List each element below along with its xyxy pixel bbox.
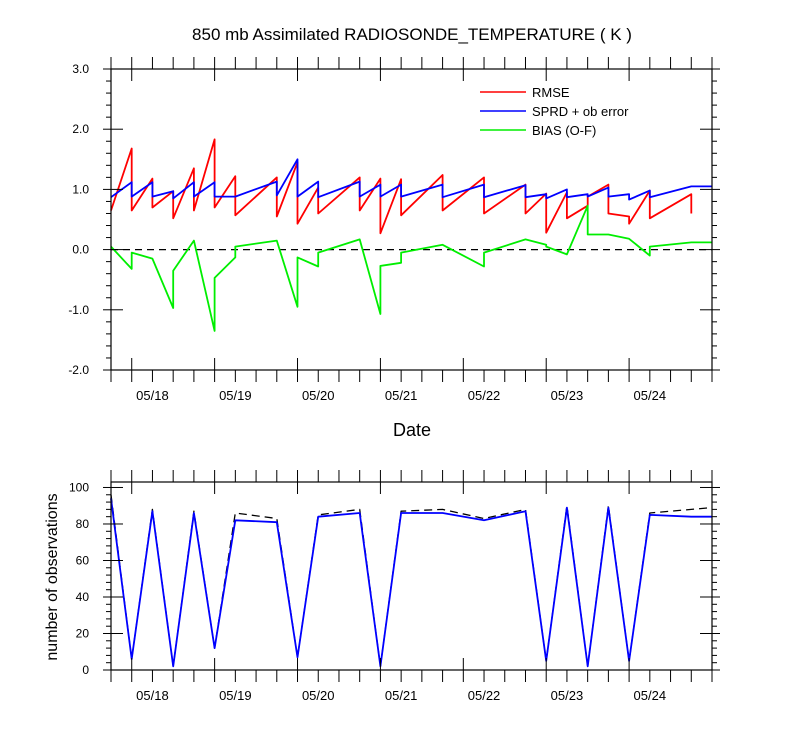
bottom-chart-series-assimilated-observations bbox=[110, 498, 712, 668]
legend: RMSE SPRD + ob error BIAS (O-F) bbox=[480, 85, 629, 138]
bottom-chart-x-tick-label: 05/18 bbox=[136, 688, 169, 703]
top-chart-y-tick-label: -1.0 bbox=[68, 303, 89, 317]
bottom-chart-frame bbox=[110, 481, 713, 671]
bottom-chart-x-tick-label: 05/22 bbox=[468, 688, 501, 703]
top-chart-series-bias-o-f bbox=[110, 204, 712, 332]
bottom-chart-x-tick-labels: 05/18 05/19 05/20 05/21 05/22 05/23 05/24 bbox=[136, 688, 666, 703]
top-chart-y-tick-label: 2.0 bbox=[72, 122, 89, 136]
bottom-chart-x-tick-label: 05/23 bbox=[551, 688, 584, 703]
top-chart-y-tick-label: 3.0 bbox=[72, 62, 89, 76]
bottom-chart-series-group bbox=[110, 494, 713, 668]
top-chart-y-tick-label: 1.0 bbox=[72, 182, 89, 196]
bottom-chart-x-tick-label: 05/21 bbox=[385, 688, 418, 703]
bottom-chart-y-tick-label: 60 bbox=[76, 553, 90, 567]
top-chart-y-tick-label: -2.0 bbox=[68, 363, 89, 377]
top-chart-x-tick-label: 05/24 bbox=[634, 388, 667, 403]
top-chart-series-group bbox=[110, 138, 712, 332]
top-chart-ticks-group bbox=[103, 57, 720, 382]
bottom-chart-y-tick-label: 100 bbox=[69, 480, 89, 494]
bottom-chart-y-tick-label: 0 bbox=[82, 663, 89, 677]
top-chart-x-tick-label: 05/18 bbox=[136, 388, 169, 403]
bottom-chart-y-tick-labels: 0 20 40 60 80 100 bbox=[69, 480, 89, 677]
top-chart-x-tick-label: 05/20 bbox=[302, 388, 335, 403]
bottom-chart-x-tick-label: 05/24 bbox=[634, 688, 667, 703]
top-chart-x-tick-label: 05/23 bbox=[551, 388, 584, 403]
bottom-chart-ticks-group bbox=[103, 470, 720, 682]
top-chart-frame bbox=[110, 68, 713, 371]
top-chart-series-sprd-ob-error bbox=[110, 158, 712, 201]
bottom-chart-x-tick-label: 05/19 bbox=[219, 688, 252, 703]
top-chart-y-tick-label: 0.0 bbox=[72, 243, 89, 257]
bottom-chart-x-tick-label: 05/20 bbox=[302, 688, 335, 703]
legend-label-bias: BIAS (O-F) bbox=[532, 123, 596, 138]
bottom-chart-series-possible-observations bbox=[110, 494, 713, 667]
x-axis-label: Date bbox=[393, 420, 431, 440]
top-chart-x-tick-label: 05/21 bbox=[385, 388, 418, 403]
chart-title: 850 mb Assimilated RADIOSONDE_TEMPERATUR… bbox=[192, 25, 632, 44]
bottom-chart-y-tick-label: 20 bbox=[76, 626, 90, 640]
legend-label-rmse: RMSE bbox=[532, 85, 570, 100]
top-chart-y-tick-labels: -2.0 -1.0 0.0 1.0 2.0 3.0 bbox=[68, 62, 89, 377]
top-chart-x-tick-labels: 05/18 05/19 05/20 05/21 05/22 05/23 05/24 bbox=[136, 388, 666, 403]
bottom-y-axis-label: number of observations bbox=[44, 493, 61, 660]
bottom-chart-y-tick-label: 80 bbox=[76, 517, 90, 531]
top-chart-x-tick-label: 05/22 bbox=[468, 388, 501, 403]
top-chart-x-tick-label: 05/19 bbox=[219, 388, 252, 403]
bottom-chart-y-tick-label: 40 bbox=[76, 590, 90, 604]
legend-label-sprd: SPRD + ob error bbox=[532, 104, 629, 119]
